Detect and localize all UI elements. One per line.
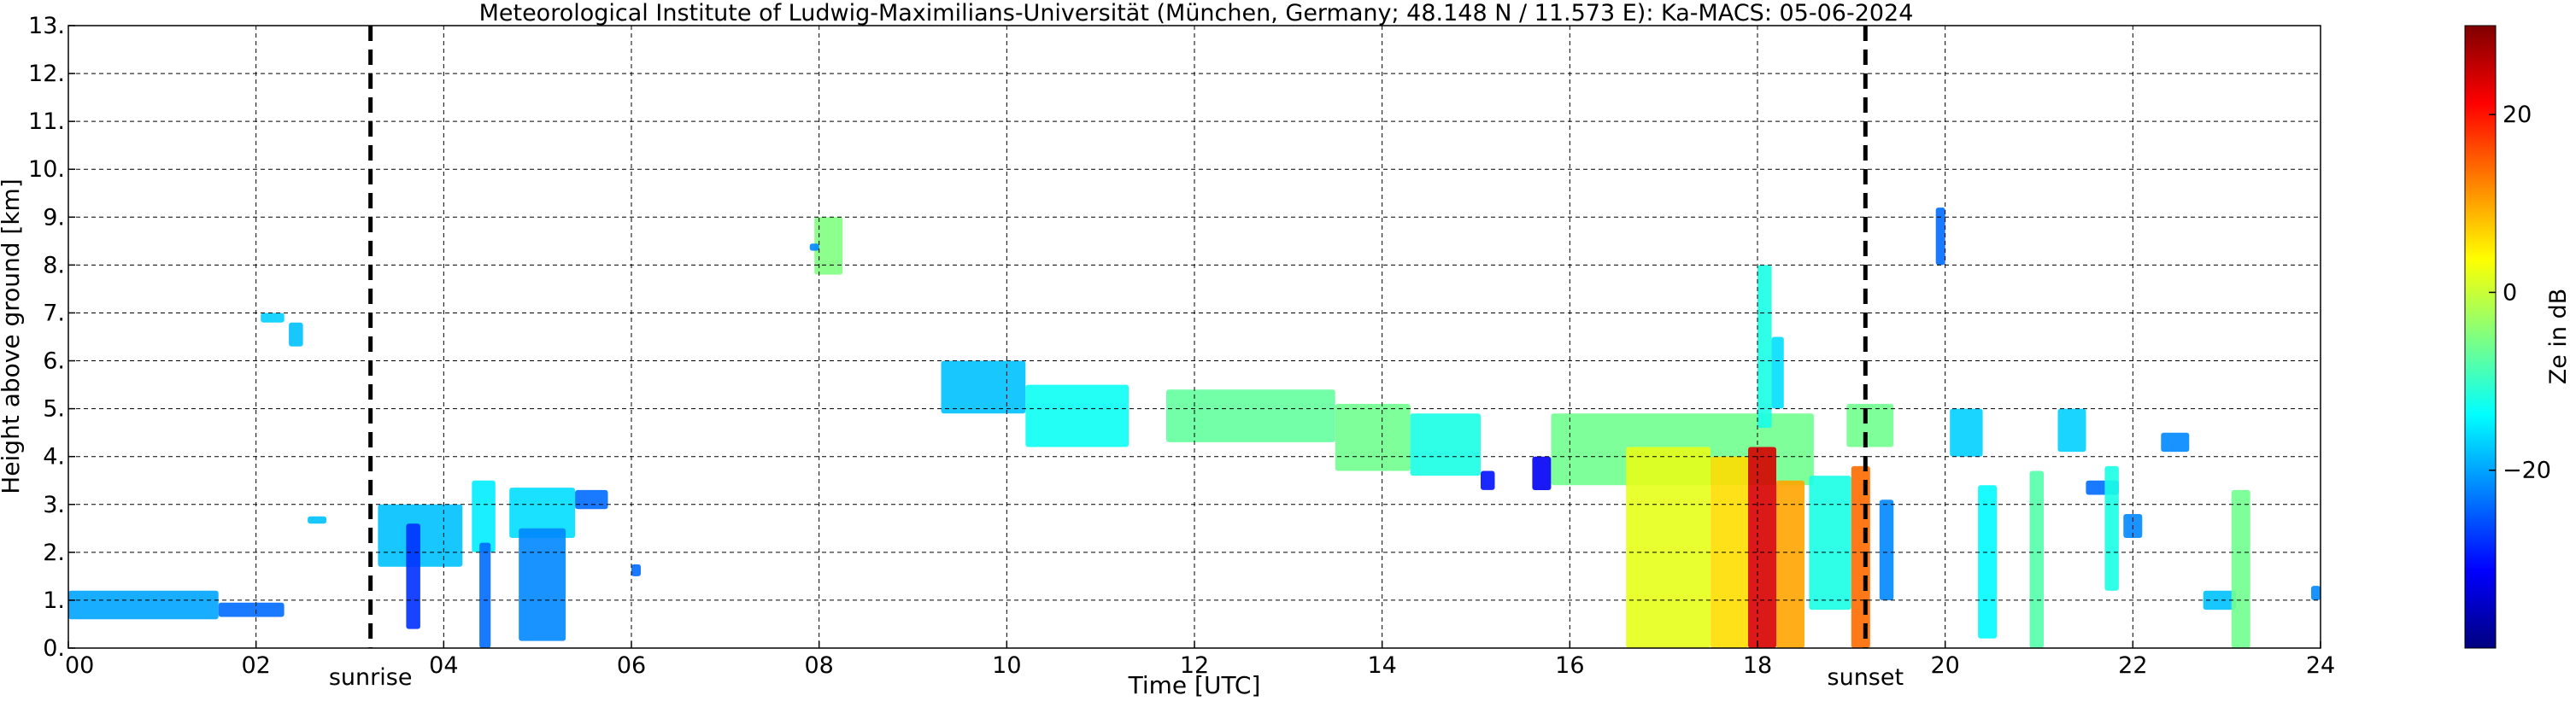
y-tick-label: 8.: [43, 252, 65, 278]
echo-region: [519, 528, 566, 641]
echo-region: [2311, 586, 2321, 600]
echo-region: [1978, 485, 1998, 639]
echo-region: [218, 602, 285, 617]
y-tick-label: 11.: [28, 108, 65, 135]
echo-region: [261, 313, 285, 323]
echo-region: [289, 322, 303, 347]
y-tick-label: 3.: [43, 492, 65, 518]
colorbar-tick-label: −20: [2503, 458, 2551, 484]
echo-region: [1771, 336, 1784, 409]
y-tick-label: 2.: [43, 540, 65, 566]
echo-region: [1809, 476, 1851, 611]
chart-title: Meteorological Institute of Ludwig-Maxim…: [479, 0, 1914, 26]
x-tick-label: 06: [617, 652, 646, 679]
colorbar-tick-label: 20: [2503, 102, 2532, 128]
echo-region: [1950, 408, 1983, 457]
echo-region: [575, 489, 608, 510]
x-tick-label: 22: [2118, 652, 2147, 679]
y-tick-label: 12.: [28, 61, 65, 87]
x-tick-label: 20: [1930, 652, 1959, 679]
x-tick-label: 16: [1555, 652, 1584, 679]
y-tick-label: 0.: [43, 635, 65, 662]
echo-region: [2104, 465, 2119, 591]
echo-region: [814, 217, 843, 275]
echo-region: [472, 480, 496, 552]
y-tick-label: 9.: [43, 204, 65, 231]
echo-region: [2231, 489, 2250, 648]
colorbar-label: Ze in dB: [2545, 289, 2572, 385]
y-axis-label: Height above ground [km]: [0, 178, 25, 494]
sunrise-label: sunrise: [329, 664, 413, 691]
echo-region: [1481, 470, 1495, 490]
y-tick-label: 1.: [43, 587, 65, 614]
echo-region: [1935, 207, 1945, 266]
echo-region: [941, 360, 1026, 414]
y-tick-label: 5.: [43, 396, 65, 423]
x-tick-label: 14: [1367, 652, 1396, 679]
echo-region: [1410, 413, 1481, 476]
x-tick-label: 12: [1180, 652, 1209, 679]
echo-region: [1748, 447, 1776, 648]
echo-region: [1776, 480, 1804, 648]
y-tick-label: 7.: [43, 300, 65, 326]
echo-region: [2161, 432, 2190, 453]
y-tick-label: 6.: [43, 348, 65, 375]
sunset-label: sunset: [1828, 664, 1904, 691]
y-tick-label: 13.: [28, 13, 65, 39]
x-tick-label: 04: [429, 652, 458, 679]
echo-region: [809, 243, 819, 251]
x-tick-label: 10: [992, 652, 1021, 679]
echo-region: [1532, 456, 1552, 490]
x-tick-label: 24: [2306, 652, 2335, 679]
echo-region: [1335, 404, 1411, 471]
echo-region: [1846, 404, 1894, 447]
x-tick-label: 18: [1743, 652, 1772, 679]
echo-region: [308, 516, 327, 524]
x-tick-label: 02: [241, 652, 270, 679]
x-tick-label: 00: [65, 652, 94, 679]
y-tick-label: 10.: [28, 156, 65, 183]
colorbar-tick-label: 0: [2503, 279, 2517, 306]
echo-region: [1757, 265, 1772, 429]
y-tick-label: 4.: [43, 444, 65, 470]
echo-region: [479, 542, 491, 648]
echo-region: [2203, 590, 2237, 611]
echo-region: [2029, 470, 2044, 648]
echo-region: [631, 564, 641, 576]
echo-region: [406, 523, 420, 629]
echo-region: [1166, 389, 1335, 442]
echo-region: [68, 590, 219, 620]
echo-region: [1626, 447, 1710, 648]
echo-region: [2057, 408, 2086, 453]
colorbar: [2464, 25, 2497, 649]
echo-region: [509, 488, 576, 538]
x-axis-label: Time [UTC]: [1128, 671, 1261, 699]
echo-region: [1879, 500, 1894, 600]
echo-region: [1025, 384, 1130, 447]
x-tick-label: 08: [804, 652, 833, 679]
